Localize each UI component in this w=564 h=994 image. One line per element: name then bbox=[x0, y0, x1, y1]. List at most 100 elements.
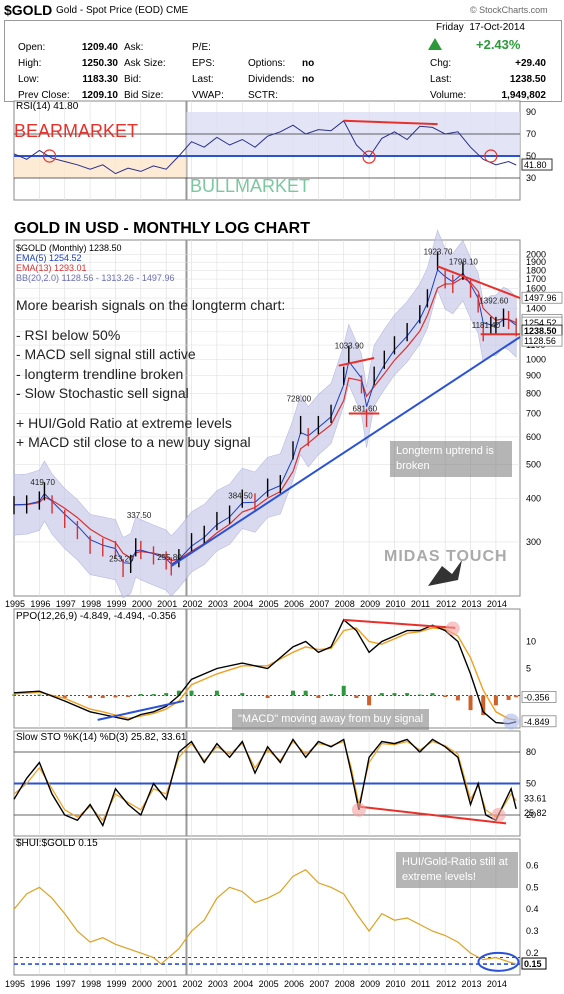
hui-x-tick: 1999 bbox=[106, 979, 126, 989]
quote-values-col5: +29.40 1238.50 1,949,802 bbox=[470, 56, 547, 104]
price-x-tick: 2004 bbox=[233, 599, 253, 609]
mid-resistance-line bbox=[338, 357, 375, 367]
label-pe: P/E: bbox=[192, 42, 211, 53]
hui-x-tick: 2006 bbox=[284, 979, 304, 989]
price-tick-label: 900 bbox=[526, 370, 541, 380]
rsi-cross-circle bbox=[362, 150, 376, 164]
rsi-last-value: 41.80 bbox=[524, 160, 547, 170]
trend-broken-note: Longterm uptrend is broken bbox=[390, 441, 512, 477]
hui-x-tick: 1997 bbox=[56, 979, 76, 989]
ppo-histogram-bar bbox=[303, 690, 308, 696]
price-x-tick: 2014 bbox=[487, 599, 507, 609]
comment-0: More bearish signals on the longterm cha… bbox=[16, 297, 286, 313]
label-low: Low: bbox=[18, 74, 40, 85]
comment-6: + MACD stil close to a new buy signal bbox=[16, 434, 251, 450]
price-point-label: 1923.70 bbox=[424, 247, 453, 256]
price-right-label: 1128.56 bbox=[524, 336, 556, 346]
ppo-tick-label: 10 bbox=[526, 636, 536, 646]
price-point-label: 337.50 bbox=[127, 511, 152, 520]
label-sctr: SCTR: bbox=[248, 90, 278, 101]
prev-close-value: 1209.10 bbox=[81, 90, 118, 101]
hui-tick-label: 0.2 bbox=[526, 948, 539, 958]
price-x-tick: 1996 bbox=[30, 599, 50, 609]
ppo-histogram-bar bbox=[151, 694, 156, 696]
sto-low-circle bbox=[351, 802, 366, 817]
hui-x-tick: 2009 bbox=[360, 979, 380, 989]
price-point-label: 384.50 bbox=[228, 491, 253, 500]
quote-labels-col1: Open: High: Low: Prev Close: bbox=[18, 40, 70, 104]
sto-tick-label: 50 bbox=[526, 779, 536, 789]
up-arrow-icon bbox=[428, 38, 442, 50]
rsi-cross-circle bbox=[484, 149, 498, 163]
hui-tick-label: 0.6 bbox=[526, 860, 539, 870]
hui-x-tick: 1996 bbox=[30, 979, 50, 989]
price-tick-label: 400 bbox=[526, 493, 541, 503]
ppo-histogram-bar bbox=[514, 695, 519, 698]
ppo-sell-circle bbox=[445, 621, 460, 636]
price-chart-title: GOLD IN USD - MONTHLY LOG CHART bbox=[14, 220, 310, 237]
sto-divergence-line bbox=[358, 805, 507, 825]
ppo-histogram-bar bbox=[240, 693, 245, 696]
ppo-histogram-bar bbox=[12, 694, 16, 696]
hui-x-tick: 2001 bbox=[157, 979, 177, 989]
ppo-support-line bbox=[97, 699, 185, 721]
high-value: 1250.30 bbox=[81, 58, 118, 69]
rsi-last-box bbox=[521, 158, 553, 171]
label-volume: Volume: bbox=[430, 90, 467, 101]
bearmarket-label: BEARMARKET bbox=[14, 121, 139, 141]
price-x-tick: 1995 bbox=[5, 599, 25, 609]
price-tick-label: 500 bbox=[526, 460, 541, 470]
price-right-label: 1238.50 bbox=[524, 326, 557, 336]
ppo-histogram-bar bbox=[455, 695, 460, 701]
ppo-right-label-box bbox=[521, 715, 557, 728]
bullmarket-label: BULLMARKET bbox=[190, 176, 311, 196]
price-tick-label: 1800 bbox=[526, 265, 546, 275]
ppo-histogram-bar bbox=[37, 694, 42, 696]
price-right-label: 1254.52 bbox=[524, 318, 557, 328]
ppo-histogram-bar bbox=[379, 693, 384, 696]
symbol-header: $GOLD Gold - Spot Price (EOD) CME © Stoc… bbox=[0, 0, 564, 38]
ppo-histogram-bar bbox=[443, 695, 448, 698]
hui-x-tick: 1998 bbox=[81, 979, 101, 989]
price-tick-label: 700 bbox=[526, 409, 541, 419]
quote-values-col4: no no bbox=[302, 56, 314, 88]
hui-x-tick: 2003 bbox=[208, 979, 228, 989]
hui-x-tick: 2010 bbox=[385, 979, 405, 989]
price-right-label-box bbox=[521, 291, 563, 304]
copyright: © StockCharts.com bbox=[470, 5, 548, 15]
commentary: More bearish signals on the longterm cha… bbox=[16, 296, 285, 453]
ppo-histogram-bar bbox=[138, 694, 143, 696]
hui-x-tick: 2004 bbox=[233, 979, 253, 989]
ema13-line bbox=[13, 276, 517, 562]
label-last2: Last: bbox=[430, 74, 452, 85]
comment-1: - RSI below 50% bbox=[16, 326, 121, 343]
price-tick-label: 800 bbox=[526, 388, 541, 398]
price-point-label: 1033.90 bbox=[335, 341, 364, 350]
label-prev-close: Prev Close: bbox=[18, 90, 70, 101]
exchange: CME bbox=[166, 5, 189, 16]
price-tick-label: 1000 bbox=[526, 354, 546, 364]
price-x-tick: 2008 bbox=[335, 599, 355, 609]
chg-value: +29.40 bbox=[515, 58, 546, 69]
hui-tick-label: 0.3 bbox=[526, 926, 539, 936]
hui-x-tick: 2000 bbox=[132, 979, 152, 989]
midas-bull-icon bbox=[428, 560, 462, 586]
label-ask-size: Ask Size: bbox=[124, 58, 166, 69]
ppo-histogram-bar bbox=[88, 695, 93, 698]
ppo-histogram-bar bbox=[113, 695, 118, 698]
price-right-label-box bbox=[521, 334, 563, 347]
ppo-right-label: -0.356 bbox=[524, 692, 550, 702]
price-point-label: 253.20 bbox=[109, 555, 134, 564]
price-x-tick: 2000 bbox=[132, 599, 152, 609]
hui-tick-label: 0.5 bbox=[526, 882, 539, 892]
price-point-label: 728.00 bbox=[287, 395, 312, 404]
label-last: Last: bbox=[192, 74, 214, 85]
label-bid: Bid: bbox=[124, 74, 142, 85]
sto-right-label: 25.82 bbox=[524, 808, 547, 818]
quote-date: Friday 17-Oct-2014 bbox=[436, 22, 525, 33]
ppo-histogram-bar bbox=[506, 695, 511, 700]
hui-x-tick: 2011 bbox=[411, 979, 430, 989]
rsi-tick-label: 90 bbox=[526, 107, 536, 117]
price-tick-label: 1700 bbox=[526, 274, 546, 284]
hui-x-tick: 2008 bbox=[335, 979, 355, 989]
